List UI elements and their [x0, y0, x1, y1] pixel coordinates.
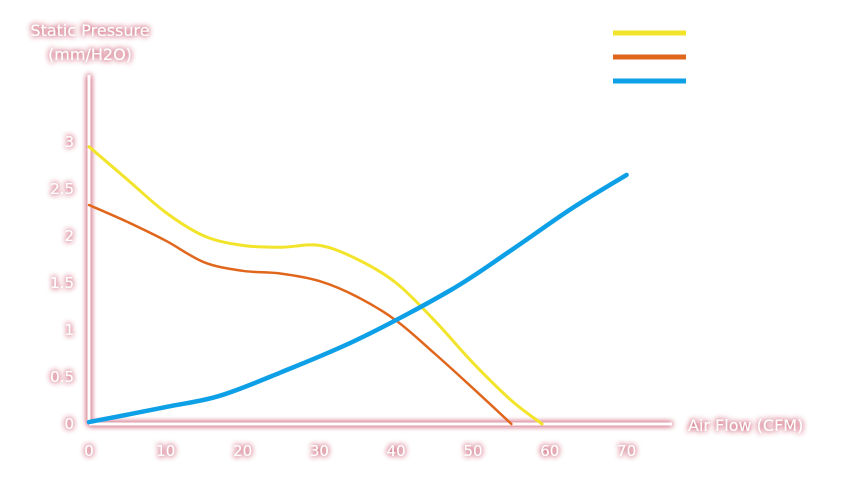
y-tick-labels: 0 0.5 1 1.5 2 2.5 3: [50, 133, 74, 433]
series-lines: [86, 145, 629, 426]
y-axis-label-line-1: Static Pressure: [30, 21, 149, 40]
x-tick-label: 10: [156, 442, 175, 460]
series-line-1: [87, 145, 544, 426]
x-tick-labels: 0 10 20 30 40 50 60 70: [84, 442, 636, 460]
x-tick-label: 30: [310, 442, 329, 460]
y-tick-label: 0.5: [50, 368, 74, 386]
series-line-2: [87, 203, 513, 426]
legend: [613, 30, 686, 84]
x-tick-label: 0: [84, 442, 94, 460]
series-line-3: [86, 172, 629, 425]
x-tick-label: 70: [617, 442, 636, 460]
x-axis-label: Air Flow (CFM): [688, 416, 803, 435]
y-axis-label-line-2: (mm/H2O): [48, 45, 132, 64]
x-tick-label: 40: [387, 442, 406, 460]
x-tick-label: 50: [463, 442, 482, 460]
axes: [87, 75, 672, 426]
y-tick-label: 2: [64, 227, 74, 245]
y-tick-label: 2.5: [50, 180, 74, 198]
y-tick-label: 1: [64, 321, 74, 339]
x-tick-label: 60: [540, 442, 559, 460]
y-tick-label: 0: [64, 415, 74, 433]
y-tick-label: 1.5: [50, 274, 74, 292]
y-tick-label: 3: [64, 133, 74, 151]
y-axis-label: Static Pressure (mm/H2O): [30, 21, 149, 64]
x-tick-label: 20: [233, 442, 252, 460]
